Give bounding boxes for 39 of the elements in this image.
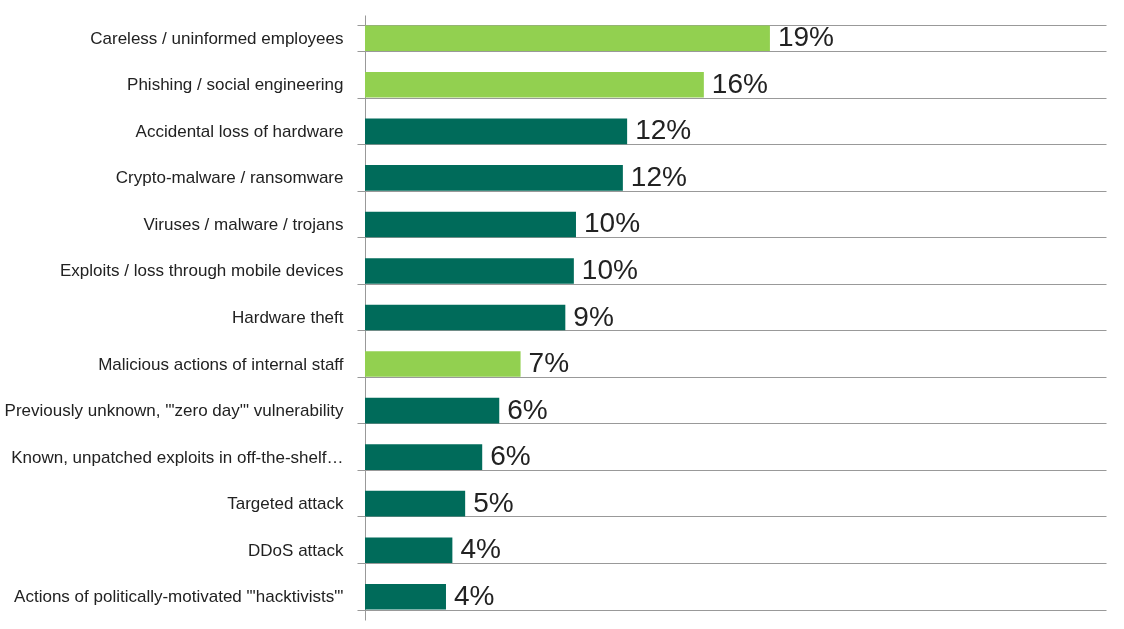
y-tick-label: Accidental loss of hardware [135,121,344,141]
bar [365,211,576,238]
data-label: 19% [777,21,834,53]
data-label: 10% [583,207,641,239]
bar [365,304,566,331]
bar [365,537,453,563]
bar [365,351,521,377]
y-tick-label: Exploits / loss through mobile devices [60,261,344,281]
data-label: 16% [711,67,768,99]
bar [365,165,623,191]
data-label: 9% [573,300,614,332]
bar [365,118,628,145]
data-label: 5% [473,486,514,518]
y-tick-label: Viruses / malware / trojans [143,214,344,234]
y-tick-label: Targeted attack [227,494,344,514]
data-label: 12% [630,160,687,192]
bar [365,25,770,52]
y-tick-label: Previously unknown, '"zero day'" vulnerability [4,401,344,421]
bar [365,258,574,284]
y-tick-label: DDoS attack [248,540,344,560]
bar [365,444,483,470]
y-tick-label: Crypto-malware / ransomware [115,168,344,188]
data-label: 10% [581,253,638,285]
data-label: 12% [635,114,692,146]
data-label: 4% [453,579,495,611]
data-label: 7% [528,347,570,379]
y-tick-label: Hardware theft [232,308,344,327]
bar [365,583,446,610]
y-tick-label: Phishing / social engineering [127,75,344,95]
data-label: 6% [490,440,531,472]
y-tick-label: Malicious actions of internal staff [98,354,344,374]
bar [365,397,500,424]
y-tick-label: Careless / uninformed employees [90,28,344,48]
y-tick-label: Known, unpatched exploits in off-the-shelf… [11,447,344,467]
data-label: 4% [460,533,501,565]
y-tick-label: Actions of politically-motivated "'hacktivists"' [14,587,344,607]
bar [365,72,704,98]
bar [365,490,466,517]
data-label: 6% [507,393,548,425]
